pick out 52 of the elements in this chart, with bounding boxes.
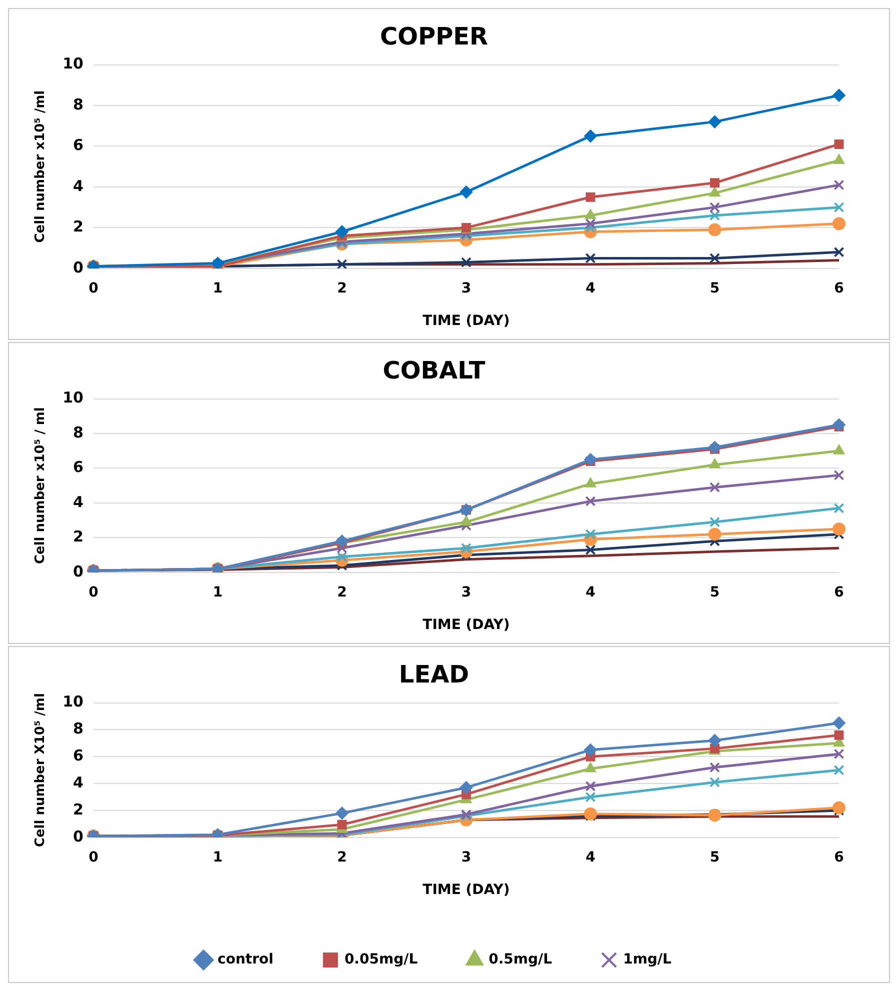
y-tick-label: 0	[73, 258, 84, 276]
y-tick-label: 4	[73, 176, 84, 195]
x-tick-label: 6	[834, 280, 844, 296]
y-tick-label: 2	[73, 218, 84, 236]
x-tick-label: 4	[586, 584, 596, 600]
y-tick-label: 4	[73, 773, 84, 792]
y-tick-label: 8	[73, 720, 84, 738]
chart-title: COPPER	[380, 22, 488, 51]
legend-label: 0.5mg/L	[488, 952, 552, 968]
y-axis-title: Cell number x10⁵ / ml	[33, 407, 48, 564]
y-tick-label: 6	[73, 136, 84, 154]
x-tick-label: 3	[461, 584, 472, 600]
x-tick-label: 3	[461, 849, 472, 866]
x-axis-title: TIME (DAY)	[422, 313, 510, 330]
chart-title: COBALT	[382, 356, 486, 385]
x-tick-label: 2	[337, 849, 347, 866]
x-tick-label: 5	[710, 280, 720, 296]
y-tick-label: 2	[73, 528, 84, 546]
x-axis-title: TIME (DAY)	[422, 882, 510, 898]
x-tick-label: 5	[710, 849, 720, 866]
x-tick-label: 2	[337, 584, 347, 600]
chart-title: LEAD	[398, 660, 470, 689]
y-tick-label: 8	[73, 423, 84, 442]
x-tick-label: 1	[212, 849, 223, 866]
y-axis-title: Cell number X10⁵ /ml	[33, 693, 48, 848]
y-axis-title: Cell number x10⁵ /ml	[33, 90, 48, 243]
y-tick-label: 6	[73, 458, 84, 476]
x-tick-label: 0	[88, 849, 99, 866]
x-tick-label: 3	[461, 280, 472, 296]
y-tick-label: 10	[62, 692, 84, 711]
y-tick-label: 0	[73, 562, 84, 580]
x-tick-label: 6	[834, 849, 844, 866]
x-axis-title: TIME (DAY)	[422, 617, 510, 634]
x-tick-label: 5	[710, 584, 720, 600]
legend-label: control	[218, 952, 274, 968]
x-tick-label: 2	[337, 280, 347, 296]
legend-label: 1mg/L	[623, 952, 672, 968]
legend-label: 0.05mg/L	[344, 952, 418, 968]
x-tick-label: 4	[586, 280, 596, 296]
y-tick-label: 2	[73, 800, 84, 818]
x-tick-label: 4	[586, 849, 596, 866]
x-tick-label: 0	[88, 280, 99, 296]
x-tick-label: 1	[212, 280, 223, 296]
y-tick-label: 6	[73, 746, 84, 765]
y-tick-label: 10	[62, 54, 84, 73]
x-tick-label: 1	[212, 584, 223, 600]
x-tick-label: 0	[88, 584, 99, 600]
y-tick-label: 4	[73, 492, 84, 511]
y-tick-label: 10	[62, 388, 84, 407]
y-tick-label: 0	[73, 827, 84, 846]
y-tick-label: 8	[73, 95, 84, 114]
x-tick-label: 6	[834, 584, 844, 600]
